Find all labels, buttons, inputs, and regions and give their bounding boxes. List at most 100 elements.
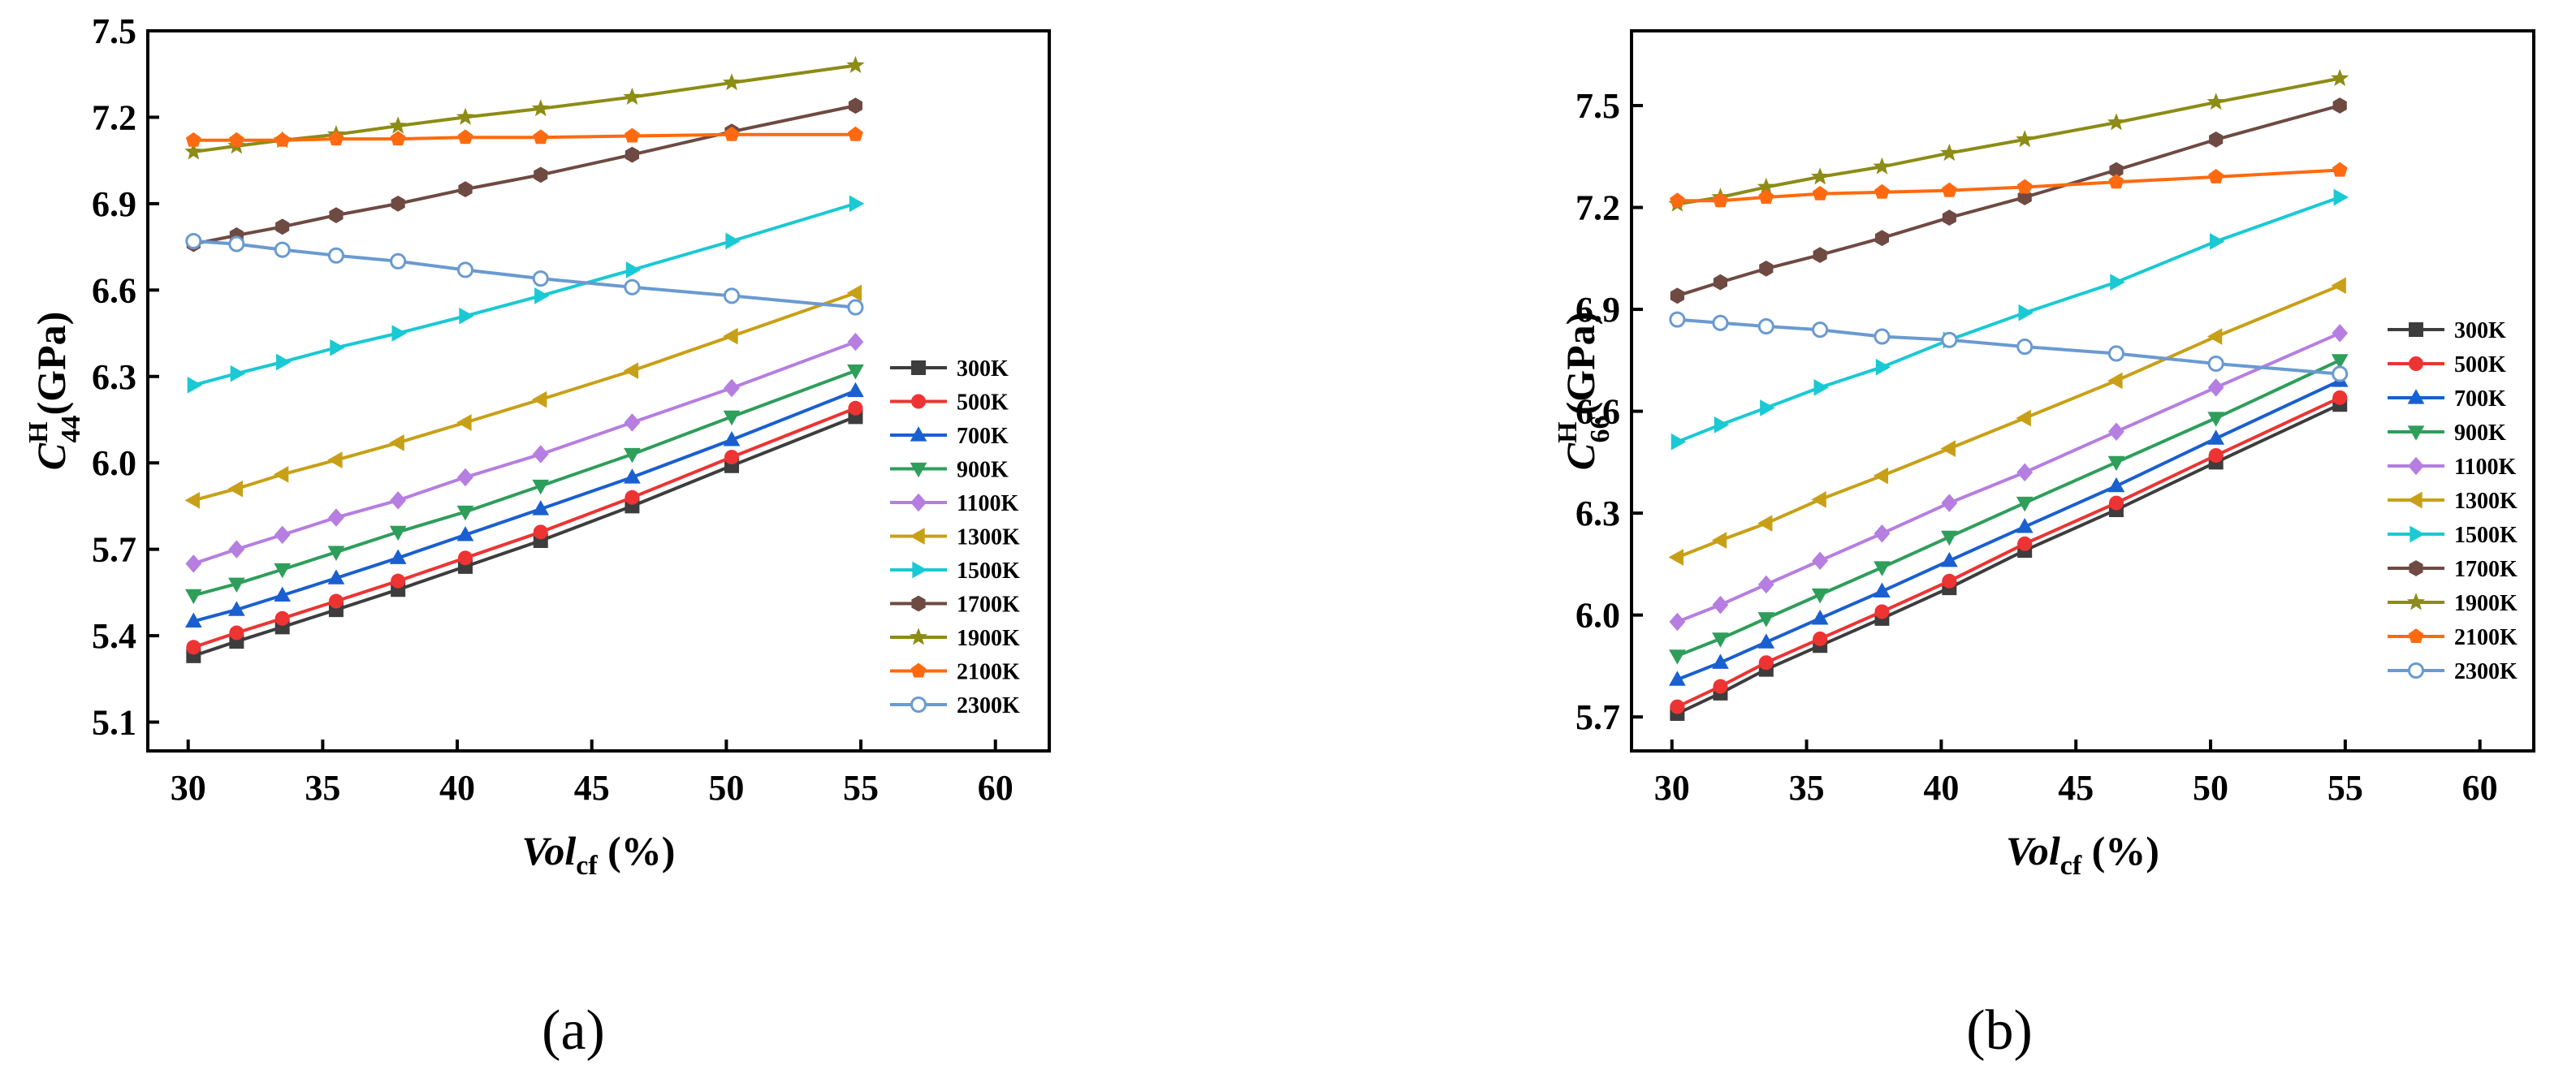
data-point-900k	[327, 546, 345, 561]
data-point-1300k	[2107, 372, 2123, 390]
data-point-1700k	[625, 146, 639, 163]
y-axis-label: CH44(GPa)	[24, 312, 86, 471]
data-point-2300k	[274, 241, 291, 258]
legend-label: 1900K	[957, 626, 1020, 651]
data-point-1500k	[1813, 378, 1829, 396]
x-tick-label: 50	[2193, 768, 2228, 808]
x-tick-label: 60	[978, 768, 1014, 808]
data-point-1500k	[459, 307, 474, 325]
data-point-900k	[1940, 530, 1958, 546]
legend-item-700k: 700K	[890, 424, 1009, 449]
data-point-700k	[624, 468, 641, 484]
y-tick-label: 5.7	[1575, 697, 1620, 737]
data-point-1500k	[625, 261, 642, 278]
data-point-700k	[2207, 429, 2225, 445]
x-tick-label: 45	[2058, 768, 2094, 808]
series-1700k	[186, 97, 862, 252]
y-tick-label: 6.6	[1575, 392, 1620, 432]
data-point-700k	[847, 382, 864, 398]
data-point-1300k	[1668, 549, 1684, 566]
data-point-1100k	[2332, 324, 2349, 343]
data-point-1900k	[1873, 157, 1891, 175]
series-1500k	[187, 195, 865, 394]
data-point-1900k	[389, 116, 408, 134]
data-point-500k	[186, 640, 201, 655]
data-point-2300k	[2016, 339, 2034, 356]
legend-item-500k: 500K	[2388, 352, 2506, 377]
legend-item-900k: 900K	[2388, 421, 2506, 446]
legend-label: 700K	[2454, 386, 2506, 412]
legend-label: 2100K	[2454, 625, 2518, 650]
data-point-700k	[389, 549, 407, 564]
data-point-900k	[2207, 412, 2225, 427]
data-point-2300k	[723, 287, 741, 304]
data-point-1900k	[2107, 113, 2126, 131]
data-point-1100k	[328, 508, 344, 527]
data-point-2300k	[1812, 321, 1829, 339]
legend-label: 2300K	[957, 693, 1020, 718]
data-point-1300k	[723, 327, 738, 345]
legend-label: 2300K	[2454, 659, 2518, 684]
data-point-2100k	[390, 131, 406, 146]
data-point-1500k	[1875, 358, 1891, 376]
data-point-500k	[457, 550, 473, 566]
data-point-900k	[2107, 455, 2125, 472]
legend-marker	[2407, 389, 2425, 404]
data-point-2100k	[1713, 192, 1728, 208]
data-point-1700k	[1670, 287, 1684, 304]
legend-item-2300k: 2300K	[890, 693, 1020, 718]
data-point-1100k	[390, 491, 407, 510]
data-point-900k	[389, 525, 407, 541]
data-point-1500k	[849, 195, 865, 213]
legend-marker	[911, 360, 926, 375]
legend-label: 300K	[957, 356, 1009, 382]
data-point-1300k	[456, 414, 472, 431]
y-tick-label: 6.0	[92, 443, 136, 483]
legend-item-500k: 500K	[890, 390, 1009, 416]
series-line-300k	[1676, 403, 2341, 715]
series-line-1700k	[1676, 104, 2340, 298]
data-point-1700k	[1759, 261, 1774, 277]
y-axis-label: CH66(GPa)	[1553, 312, 1615, 471]
y-tick-label: 6.3	[1575, 494, 1620, 533]
data-point-2100k	[2016, 179, 2033, 194]
data-point-900k	[1811, 588, 1829, 604]
legend-item-700k: 700K	[2388, 386, 2506, 412]
data-point-1700k	[1874, 230, 1889, 247]
data-point-1700k	[1942, 209, 1956, 226]
legend-label: 1500K	[957, 559, 1020, 584]
data-point-1300k	[1811, 491, 1826, 508]
data-point-1100k	[185, 554, 202, 573]
series-line-1900k	[1677, 76, 2340, 206]
y-tick-label: 5.7	[92, 530, 136, 570]
data-point-1100k	[1941, 494, 1958, 512]
panel-label-a: (a)	[542, 999, 605, 1062]
data-point-1300k	[1711, 532, 1727, 549]
data-point-700k	[274, 586, 292, 602]
data-point-1300k	[2206, 328, 2223, 345]
legend-label: 1300K	[2454, 489, 2518, 514]
legend-marker	[2408, 628, 2424, 643]
data-point-2300k	[456, 261, 474, 278]
legend-item-1700k: 1700K	[890, 593, 1020, 618]
legend-item-1900k: 1900K	[890, 626, 1020, 651]
legend: 300K 500K 700K 900K 1100K 1300K 1500K 1700K 1900…	[890, 356, 1020, 718]
legend-marker	[910, 696, 927, 714]
x-tick-label: 35	[305, 768, 340, 808]
legend-marker	[909, 628, 928, 645]
legend-item-1700k: 1700K	[2388, 557, 2518, 582]
data-point-900k	[184, 589, 202, 605]
legend-label: 1100K	[2454, 455, 2516, 480]
data-point-2100k	[2108, 174, 2124, 189]
series-1700k	[1670, 97, 2347, 304]
x-tick-label: 40	[439, 768, 475, 808]
panel-b: 30 35 40 45 50 55 60 5.7 6.0 6.3 6.6 6.9 7.2 7.5 Volcf…	[1553, 29, 2535, 881]
data-point-2300k	[2207, 355, 2224, 373]
legend-item-1100k: 1100K	[2388, 455, 2516, 480]
legend-marker	[910, 493, 927, 512]
data-point-1900k	[846, 55, 865, 73]
data-point-700k	[1757, 633, 1775, 649]
series-2300k	[1669, 311, 2349, 382]
data-point-500k	[1942, 573, 1957, 589]
data-point-500k	[2208, 447, 2224, 463]
